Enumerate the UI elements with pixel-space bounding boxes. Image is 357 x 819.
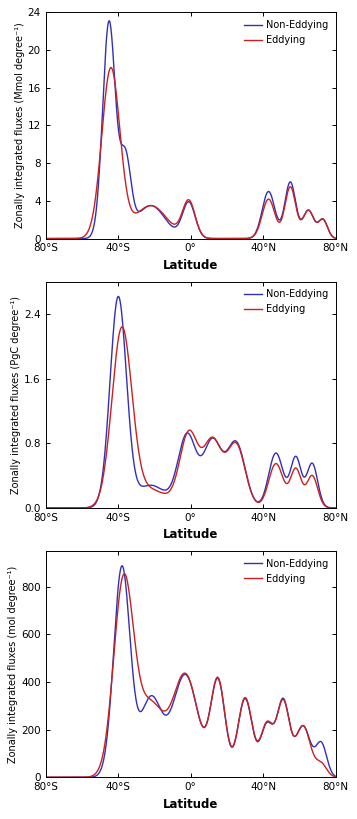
Non-Eddying (73, 233, 77, 243)
Non-Eddying (44, 772, 48, 782)
Non-Eddying (171, 696, 176, 706)
Eddying (44, 503, 48, 513)
Line: Eddying: Eddying (46, 574, 336, 777)
Non-Eddying (44, 233, 48, 243)
Non-Eddying (243, 694, 247, 704)
Eddying (333, 503, 338, 513)
Eddying (161, 209, 165, 219)
Eddying (73, 503, 77, 513)
Non-Eddying (270, 193, 274, 203)
Eddying (275, 710, 280, 720)
Eddying (73, 233, 77, 243)
Non-Eddying (243, 233, 247, 243)
Eddying (171, 219, 176, 229)
Eddying (171, 478, 176, 488)
Legend: Non-Eddying, Eddying: Non-Eddying, Eddying (241, 287, 331, 317)
Eddying (122, 569, 126, 579)
Eddying (44, 772, 48, 782)
Non-Eddying (270, 719, 274, 729)
X-axis label: Latitude: Latitude (163, 798, 218, 811)
Eddying (333, 772, 338, 782)
Non-Eddying (243, 464, 247, 473)
Non-Eddying (333, 771, 338, 781)
Non-Eddying (171, 222, 176, 232)
Non-Eddying (171, 473, 176, 482)
Non-Eddying (270, 455, 274, 465)
Non-Eddying (161, 708, 165, 718)
Line: Eddying: Eddying (46, 327, 336, 508)
Non-Eddying (275, 212, 280, 222)
Eddying (275, 459, 280, 469)
Eddying (73, 772, 77, 782)
Line: Non-Eddying: Non-Eddying (46, 566, 336, 777)
Eddying (120, 322, 124, 332)
Line: Non-Eddying: Non-Eddying (46, 20, 336, 238)
Non-Eddying (44, 503, 48, 513)
Non-Eddying (120, 561, 124, 571)
Eddying (243, 464, 247, 474)
Eddying (270, 718, 274, 728)
Non-Eddying (73, 772, 77, 782)
Eddying (333, 233, 338, 243)
Legend: Non-Eddying, Eddying: Non-Eddying, Eddying (241, 556, 331, 586)
Eddying (275, 215, 280, 225)
Eddying (270, 464, 274, 474)
Non-Eddying (275, 449, 280, 459)
Eddying (243, 233, 247, 243)
X-axis label: Latitude: Latitude (163, 259, 218, 272)
Eddying (171, 691, 176, 701)
Non-Eddying (333, 233, 338, 243)
Non-Eddying (107, 16, 111, 25)
Y-axis label: Zonally integrated fluxes (PgC degree⁻¹): Zonally integrated fluxes (PgC degree⁻¹) (11, 296, 21, 494)
Eddying (270, 200, 274, 210)
Eddying (161, 488, 165, 498)
Y-axis label: Zonally integrated fluxes (Mmol degree⁻¹): Zonally integrated fluxes (Mmol degree⁻¹… (15, 23, 25, 229)
Eddying (161, 706, 165, 716)
Eddying (243, 693, 247, 703)
Line: Non-Eddying: Non-Eddying (46, 296, 336, 508)
Non-Eddying (161, 485, 165, 495)
Legend: Non-Eddying, Eddying: Non-Eddying, Eddying (241, 17, 331, 48)
Eddying (109, 62, 113, 72)
Non-Eddying (116, 292, 121, 301)
Non-Eddying (275, 709, 280, 719)
Line: Eddying: Eddying (46, 67, 336, 238)
X-axis label: Latitude: Latitude (163, 528, 218, 541)
Non-Eddying (73, 503, 77, 513)
Non-Eddying (333, 503, 338, 513)
Y-axis label: Zonally integrated fluxes (mol degree⁻¹): Zonally integrated fluxes (mol degree⁻¹) (8, 565, 18, 762)
Eddying (44, 233, 48, 243)
Non-Eddying (161, 210, 165, 220)
